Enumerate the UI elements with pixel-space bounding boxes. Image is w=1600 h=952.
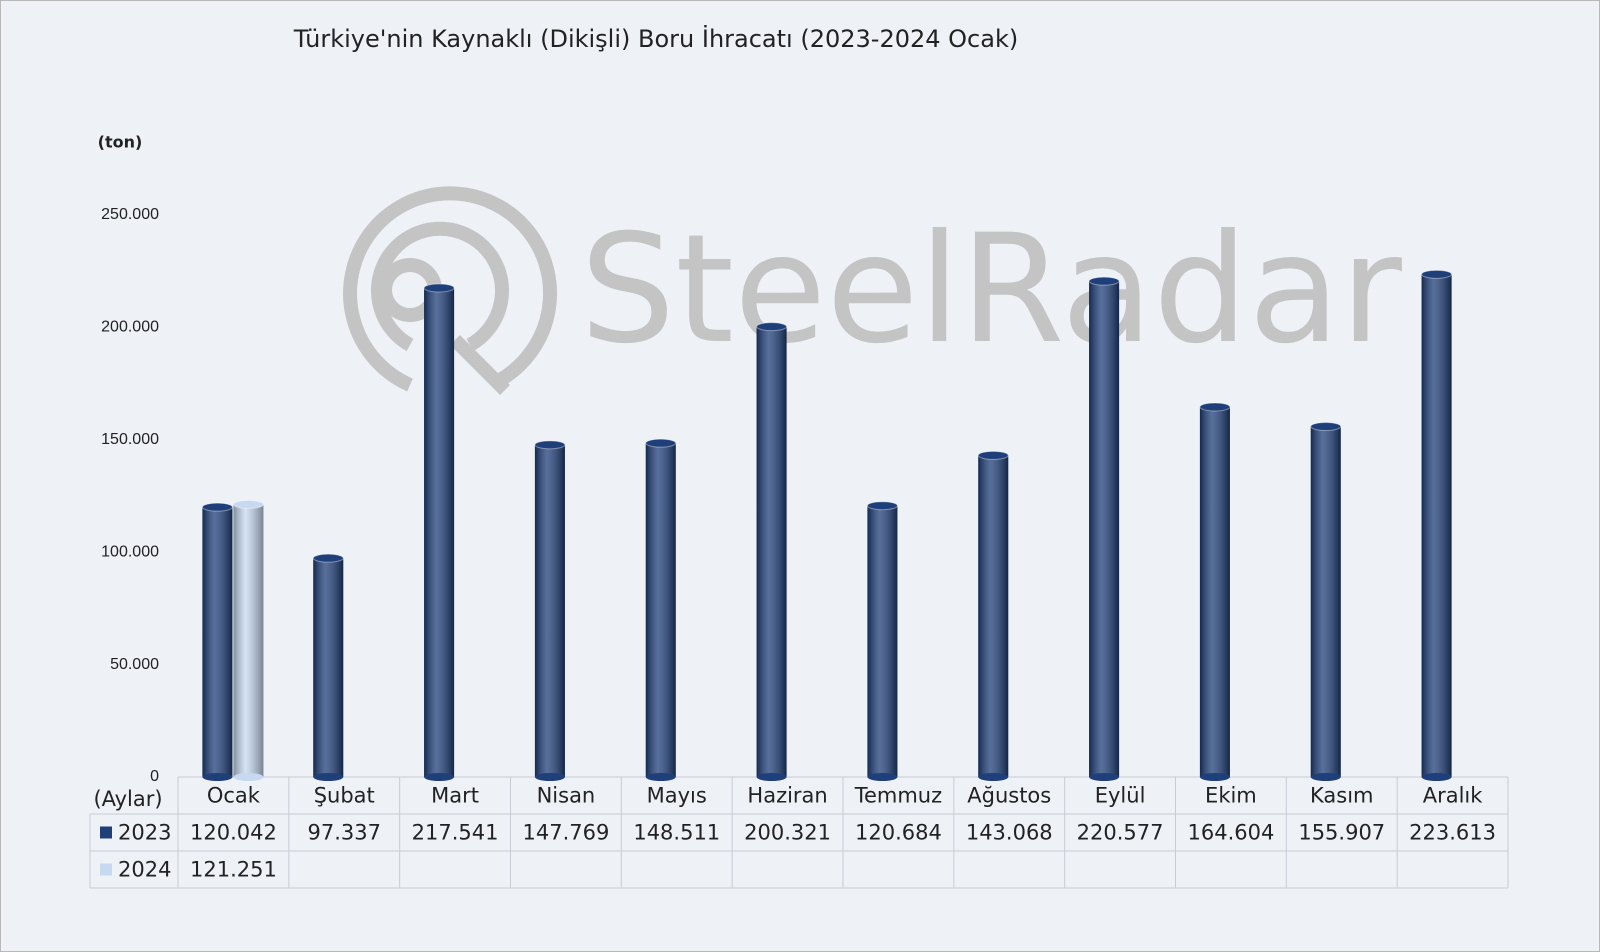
bar-cap: [1088, 276, 1120, 286]
x-tick-label: Nisan: [537, 784, 596, 808]
y-tick-label: 50.000: [110, 656, 159, 673]
data-label: 217.541: [412, 821, 499, 845]
data-label: 223.613: [1409, 821, 1496, 845]
data-label: 200.321: [744, 821, 831, 845]
legend-swatch: [100, 863, 112, 876]
bar-shade: [978, 455, 1009, 777]
bar-base: [1421, 773, 1452, 781]
data-label: 220.577: [1077, 821, 1164, 845]
data-label: 155.907: [1298, 821, 1385, 845]
data-label: 164.604: [1187, 821, 1274, 845]
x-tick-label: Mayıs: [647, 784, 707, 808]
y-tick-label: 250.000: [101, 206, 159, 223]
bar-cap: [423, 283, 455, 293]
bar-cap: [1421, 269, 1453, 279]
bar-cap: [1199, 402, 1231, 412]
y-axis-label: (ton): [98, 133, 143, 152]
x-tick-label: Ekim: [1205, 784, 1257, 808]
watermark: SteelRadar: [580, 203, 1402, 377]
x-tick-label: Temmuz: [854, 784, 942, 808]
bar-shade: [1421, 274, 1452, 777]
bar-base: [424, 773, 455, 781]
bar-base: [645, 773, 676, 781]
bar-shade: [756, 326, 787, 777]
bar-base: [233, 773, 264, 781]
data-label: 148.511: [633, 821, 720, 845]
bar-shade: [1310, 426, 1341, 777]
x-tick-label: Ağustos: [967, 784, 1051, 808]
bar-shade: [534, 444, 565, 777]
chart-title: Türkiye'nin Kaynaklı (Dikişli) Boru İhra…: [293, 24, 1018, 53]
x-tick-label: Kasım: [1310, 784, 1374, 808]
x-tick-label: Eylül: [1095, 784, 1146, 808]
bar-cap: [977, 450, 1009, 460]
bar-shade: [1199, 406, 1230, 777]
data-label: 121.251: [190, 858, 277, 882]
y-tick-label: 100.000: [101, 543, 159, 560]
bar-shade: [202, 507, 233, 777]
legend-label: 2024: [118, 858, 171, 882]
bar-cap: [201, 502, 233, 512]
bar-base: [1089, 773, 1120, 781]
data-label: 120.684: [855, 821, 942, 845]
data-label: 143.068: [966, 821, 1053, 845]
x-axis-label: (Aylar): [93, 787, 162, 811]
bar-base: [1310, 773, 1341, 781]
data-label: 97.337: [308, 821, 381, 845]
x-tick-label: Şubat: [314, 784, 375, 808]
x-tick-label: Ocak: [207, 784, 261, 808]
bar-cap: [645, 438, 677, 448]
x-tick-label: Aralık: [1423, 784, 1484, 808]
bar-shade: [1089, 281, 1120, 777]
bar-base: [313, 773, 344, 781]
bar-cap: [312, 553, 344, 563]
bar-shade: [867, 505, 898, 777]
bar-cap: [866, 501, 898, 511]
bar-base: [867, 773, 898, 781]
data-label: 120.042: [190, 821, 277, 845]
bar-cap: [1310, 422, 1342, 432]
bar-base: [534, 773, 565, 781]
y-tick-label: 150.000: [101, 431, 159, 448]
data-label: 147.769: [522, 821, 609, 845]
bar-cap: [232, 499, 264, 509]
x-tick-label: Haziran: [747, 784, 827, 808]
bar-shade: [424, 287, 455, 777]
bar-shade: [645, 443, 676, 777]
bar-shade: [313, 558, 344, 777]
bar-cap: [756, 322, 788, 332]
legend-swatch: [100, 826, 112, 839]
bar-base: [756, 773, 787, 781]
bar-base: [202, 773, 233, 781]
y-tick-label: 0: [150, 768, 159, 785]
x-tick-label: Mart: [431, 784, 479, 808]
bar-base: [1199, 773, 1230, 781]
bar-cap: [534, 440, 566, 450]
bar-base: [978, 773, 1009, 781]
bar-shade: [233, 504, 264, 777]
y-tick-label: 200.000: [101, 319, 159, 336]
legend-label: 2023: [118, 821, 171, 845]
